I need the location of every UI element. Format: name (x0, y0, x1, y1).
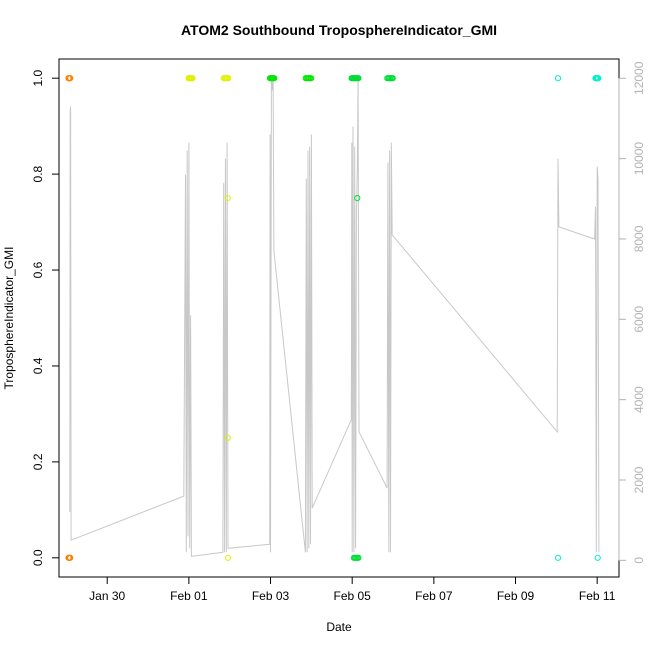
data-point (224, 554, 232, 561)
plot-frame (58, 58, 620, 578)
y-tick-label: 1.0 (31, 70, 45, 87)
data-point (224, 434, 231, 441)
data-point (355, 554, 362, 561)
y-tick-label: 0.0 (31, 549, 45, 566)
x-tick-label: Feb 03 (252, 589, 290, 603)
x-tick-label: Feb 07 (415, 589, 453, 603)
y-tick-label: 0.6 (31, 261, 45, 278)
x-tick-label: Jan 30 (89, 589, 125, 603)
data-point (554, 75, 562, 82)
y2-tick-label: 2000 (632, 466, 646, 493)
y2-tick-label: 0 (632, 557, 646, 564)
y-tick-label: 0.4 (31, 357, 45, 374)
y2-tick-label: 10000 (632, 142, 646, 176)
y2-tick-label: 4000 (632, 386, 646, 413)
x-axis-label: Date (326, 620, 352, 634)
x-tick-label: Feb 11 (579, 589, 616, 603)
data-point (189, 75, 196, 82)
y-axis: 0.0 0.2 0.4 0.6 0.8 1.0 (31, 70, 60, 566)
data-point (308, 75, 315, 82)
y-tick-label: 0.8 (31, 165, 45, 182)
data-points-layer (65, 75, 602, 561)
data-point (389, 75, 396, 82)
data-point (594, 554, 601, 561)
y2-tick-label: 12000 (632, 61, 646, 95)
data-point (67, 554, 74, 561)
data-point (595, 75, 602, 82)
data-point (224, 195, 231, 202)
data-point (355, 75, 362, 82)
data-point (67, 75, 74, 82)
data-point (271, 75, 278, 82)
data-point (225, 75, 232, 82)
y2-tick-label: 6000 (632, 306, 646, 333)
chart-title: ATOM2 Southbound TroposphereIndicator_GM… (181, 22, 497, 38)
altitude-line-layer (69, 78, 600, 557)
x-tick-label: Feb 09 (497, 589, 535, 603)
altitude-line (69, 78, 600, 557)
data-point (354, 195, 361, 202)
data-point (554, 554, 562, 561)
y2-tick-label: 8000 (632, 225, 646, 252)
y-axis-label: TroposphereIndicator_GMI (2, 247, 16, 390)
x-tick-label: Feb 05 (334, 589, 372, 603)
x-tick-label: Feb 01 (170, 589, 208, 603)
right-altitude-axis: 0 2000 4000 6000 8000 10000 12000 (618, 61, 646, 564)
y-tick-label: 0.2 (31, 453, 45, 470)
x-axis: Jan 30 Feb 01 Feb 03 Feb 05 Feb 07 Feb 09 Feb … (89, 576, 616, 603)
